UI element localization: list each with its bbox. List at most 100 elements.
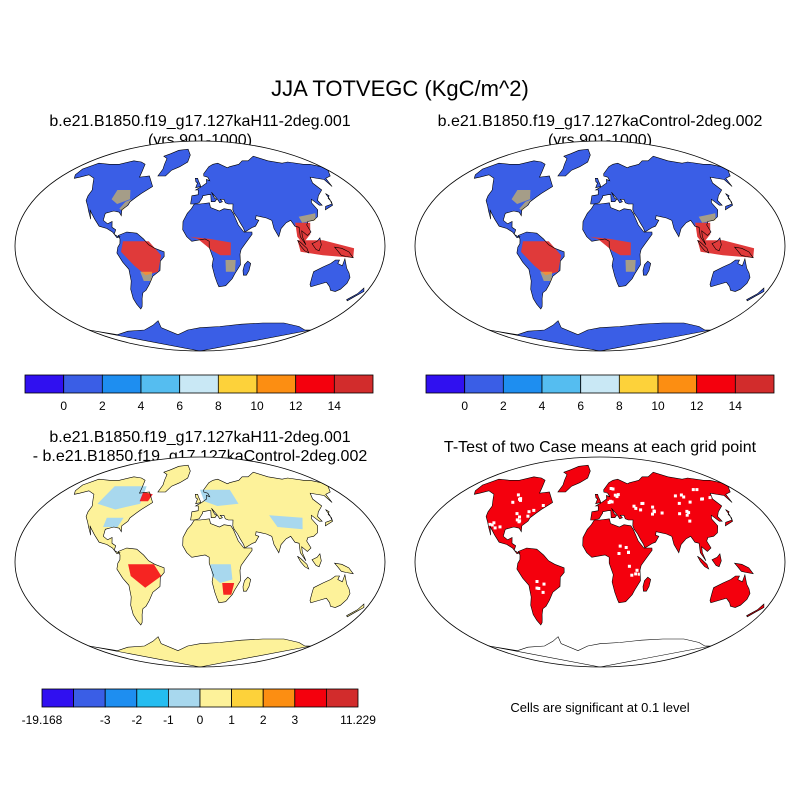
- colorbar-swatch: [136, 688, 169, 708]
- map-3-antarctica: [89, 636, 311, 667]
- map-1-high-value-region: [121, 241, 162, 276]
- map-4-nonsignificant-cell: [688, 500, 692, 504]
- map-4-nonsignificant-cell: [610, 500, 614, 504]
- map-4-nonsignificant-cell: [493, 526, 497, 530]
- map-3-coastline: [242, 576, 252, 592]
- map-3-boundary: [14, 456, 386, 668]
- map-4-nonsignificant-cell: [688, 519, 692, 523]
- map-panel-2: [414, 140, 786, 352]
- map-2-coastline: [642, 260, 652, 276]
- map-4-nonsignificant-cell: [651, 512, 654, 516]
- map-4-nonsignificant-cell: [519, 498, 522, 502]
- map-3-positive-region: [222, 583, 235, 595]
- map-4-sumatra: [697, 556, 709, 569]
- colorbar-swatch: [217, 374, 258, 394]
- map-3-negative-region: [210, 564, 233, 583]
- colorbar-tick-label: 10: [651, 399, 665, 413]
- map-1-coastline: [311, 237, 322, 252]
- map-4-nonsignificant-cell: [660, 511, 664, 515]
- map-4-nonsignificant-cell: [678, 512, 682, 516]
- map-4-boundary: [414, 456, 786, 668]
- map-4-nonsignificant-cell: [518, 519, 522, 523]
- map-3-coastline: [309, 573, 351, 608]
- map-1-coastlines: [73, 148, 365, 351]
- map-1-coastline: [190, 155, 333, 245]
- map-2-coastline: [516, 231, 565, 310]
- map-3-coastline: [194, 494, 202, 505]
- map-3-positive-region: [139, 492, 153, 502]
- colorbar-swatch: [294, 688, 327, 708]
- map-4-nonsignificant-cell: [700, 497, 704, 501]
- map-4-nonsignificant-cell: [532, 508, 536, 512]
- map-2-mid-value-region: [519, 199, 532, 211]
- map-3-new-guinea: [334, 563, 354, 574]
- map-3-coastline: [73, 476, 153, 555]
- map-2-high-value-region: [589, 236, 631, 256]
- map-3-coastline: [116, 547, 165, 626]
- map-3-coastline: [297, 555, 310, 570]
- colorbar-swatch: [541, 374, 582, 394]
- map-4-coastline: [709, 573, 751, 608]
- colorbar-swatch: [24, 374, 65, 394]
- map-2-coastline: [473, 160, 553, 239]
- map-3-africa: [182, 518, 253, 603]
- map-4-nonsignificant-cell: [527, 510, 531, 514]
- map-1-coastline: [116, 231, 165, 310]
- map-1-coastline: [88, 320, 312, 351]
- map-4-nonsignificant-cell: [682, 495, 686, 499]
- colorbar-swatch: [262, 688, 296, 708]
- map-4-coastlines: [473, 464, 765, 667]
- map-4-nonsignificant-cell: [627, 550, 630, 554]
- map-4-nonsignificant-cell: [526, 514, 530, 518]
- colorbar-swatch: [464, 374, 504, 394]
- map-4-nonsignificant-cell: [538, 513, 542, 517]
- map-4-nonsignificant-cell: [618, 544, 622, 548]
- map-4-nonsignificant-cell: [634, 572, 638, 576]
- map-4-south-america: [516, 548, 565, 625]
- map-4-nonsignificant-cell: [609, 487, 613, 490]
- map-4-coastline: [711, 553, 722, 568]
- significance-note: Cells are significant at 0.1 level: [510, 700, 690, 715]
- map-4-nonsignificant-cell: [490, 523, 494, 527]
- map-4-nonsignificant-cell: [673, 494, 677, 498]
- map-3-positive-region: [128, 564, 162, 588]
- map-panel-1: [14, 140, 386, 352]
- colorbar-swatch: [295, 374, 335, 394]
- map-4-borneo: [712, 553, 722, 567]
- colorbar-tick-label: 14: [328, 399, 342, 413]
- map-4-nonsignificant-cell: [541, 590, 545, 594]
- map-2-coastline: [709, 257, 751, 292]
- panel-4-title: T-Test of two Case means at each grid po…: [400, 438, 800, 457]
- panel-3-title-line1: b.e21.B1850.f19_g17.127kaH11-2deg.001: [49, 429, 351, 446]
- colorbar-tick-label: 4: [138, 399, 145, 413]
- colorbar-tick-label: 10: [250, 399, 264, 413]
- map-4-nonsignificant-cell: [535, 586, 539, 590]
- map-1-boundary: [14, 140, 386, 352]
- map-4-coastline: [582, 518, 653, 604]
- map-2-coastline: [711, 237, 722, 252]
- map-1-mid-value-region: [140, 271, 153, 281]
- map-4-nonsignificant-cell: [488, 522, 492, 526]
- colorbar-swatch: [325, 688, 359, 708]
- map-3-greenland: [157, 465, 191, 492]
- colorbar-swatch: [696, 374, 736, 394]
- map-1-land: [74, 149, 364, 351]
- colorbar-tick-label: 1: [228, 713, 235, 727]
- colorbar-swatch: [73, 688, 106, 708]
- colorbar-case-1: 0 2 4 6 8 10 12 14: [24, 374, 374, 413]
- map-4-coastline: [746, 603, 765, 618]
- map-1-mid-value-region: [119, 199, 132, 211]
- map-4-nonsignificant-cell: [611, 487, 615, 491]
- colorbar-swatch: [63, 374, 103, 394]
- map-1-greenland: [157, 149, 191, 176]
- map-2-coastline: [733, 246, 754, 259]
- map-4-nonsignificant-cell: [691, 488, 695, 492]
- map-4-madagascar: [643, 577, 651, 592]
- panel-2-title-line1: b.e21.B1850.f19_g17.127kaControl-2deg.00…: [437, 113, 763, 130]
- map-4-nonsignificant-cell: [616, 493, 620, 497]
- map-panel-3: [14, 456, 386, 668]
- map-panels: [14, 140, 786, 668]
- map-3-coastlines: [73, 464, 365, 667]
- map-4-nonsignificant-cell: [603, 492, 607, 496]
- map-3-borneo: [312, 553, 322, 567]
